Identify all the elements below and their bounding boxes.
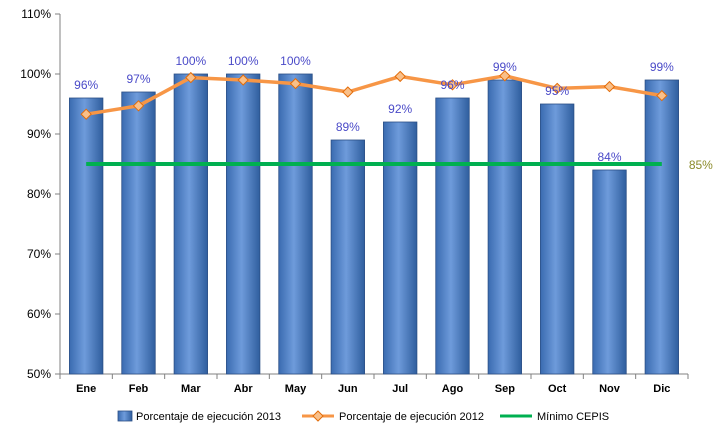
bar — [69, 97, 104, 375]
x-tick-label: Dic — [653, 383, 670, 395]
legend: Porcentaje de ejecución 2013 Porcentaje d… — [117, 410, 609, 423]
legend-label-2012: Porcentaje de ejecución 2012 — [339, 411, 484, 423]
y-tick-label: 60% — [27, 307, 51, 321]
bar-data-label: 96% — [440, 78, 464, 92]
line-2012-marker — [656, 89, 668, 102]
line-2012-marker — [185, 71, 197, 84]
x-tick-label: Jun — [338, 383, 358, 395]
legend-label-2013: Porcentaje de ejecución 2013 — [136, 411, 281, 423]
bar-data-label: 100% — [175, 54, 206, 68]
y-tick-label: 100% — [20, 67, 51, 81]
line-2012-marker — [237, 74, 249, 86]
bar-data-label: 92% — [388, 102, 412, 116]
line-2012-marker — [499, 70, 511, 82]
bar — [487, 79, 522, 375]
bar — [173, 73, 208, 375]
line-2012-marker — [551, 82, 563, 95]
x-tick-label: Oct — [548, 383, 567, 395]
y-tick-label: 80% — [27, 187, 51, 201]
bar — [226, 73, 261, 375]
x-tick-label: Ago — [442, 383, 464, 395]
line-2012-marker — [446, 79, 459, 91]
x-tick-label: Feb — [129, 383, 149, 395]
bar — [644, 79, 679, 375]
bar — [435, 97, 470, 375]
x-tick-label: Jul — [392, 383, 408, 395]
bar — [592, 169, 627, 375]
bar-data-label: 95% — [545, 84, 569, 98]
line-2012-marker — [80, 108, 92, 120]
bar-data-label: 100% — [280, 54, 311, 68]
line-2012-marker — [603, 80, 616, 93]
legend-swatch-2013 — [117, 410, 133, 422]
y-tick-label: 70% — [27, 247, 51, 261]
bar — [383, 121, 418, 375]
minimum-line-label: 85% — [689, 158, 713, 172]
bar — [540, 103, 575, 375]
x-tick-label: Mar — [181, 383, 201, 395]
line-2012-marker — [342, 86, 354, 98]
bar — [121, 91, 156, 375]
bar-data-label: 89% — [336, 120, 360, 134]
y-tick-label: 50% — [27, 367, 51, 381]
x-tick-label: Abr — [234, 383, 254, 395]
x-tick-label: May — [285, 383, 307, 395]
line-2012-marker — [132, 100, 145, 112]
y-tick-label: 110% — [21, 7, 51, 21]
bar-data-label: 99% — [650, 60, 674, 74]
bar — [278, 73, 313, 375]
line-2012-marker — [394, 70, 406, 83]
bar-data-label: 84% — [597, 150, 621, 164]
bar-data-label: 100% — [228, 54, 259, 68]
line-2012 — [85, 74, 663, 116]
x-tick-label: Sep — [495, 383, 515, 395]
bar — [330, 139, 365, 375]
legend-marker-2012 — [312, 410, 324, 422]
bar-data-label: 97% — [126, 72, 150, 86]
y-tick-label: 90% — [27, 127, 51, 141]
bar-data-label: 96% — [74, 78, 98, 92]
bar-data-label: 99% — [493, 60, 517, 74]
legend-label-minimum: Mínimo CEPIS — [537, 411, 609, 423]
x-tick-label: Nov — [599, 383, 621, 395]
x-tick-label: Ene — [76, 383, 96, 395]
line-2012-marker — [289, 77, 302, 90]
